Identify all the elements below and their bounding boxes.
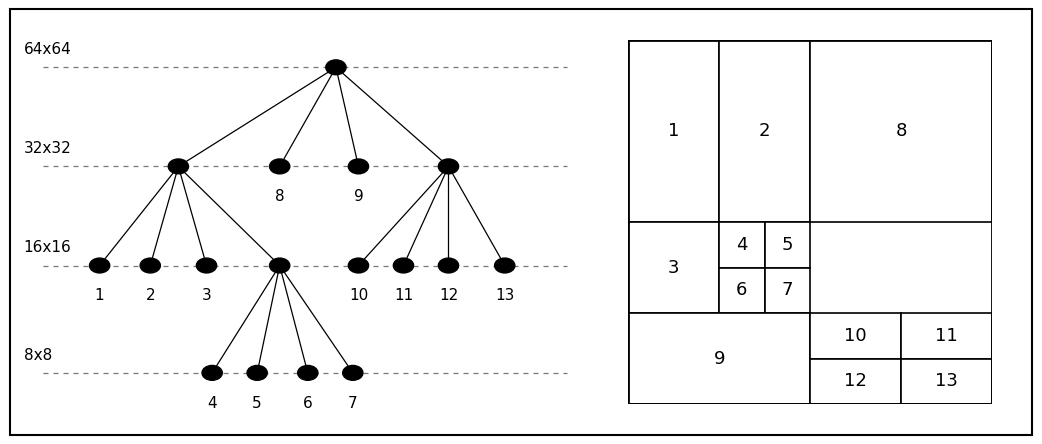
Text: 3: 3 (668, 258, 679, 277)
Text: 5: 5 (782, 236, 793, 254)
Text: 13: 13 (495, 288, 515, 303)
Text: 5: 5 (252, 396, 262, 411)
Text: 6: 6 (737, 281, 747, 299)
Text: 10: 10 (349, 288, 368, 303)
Bar (765, 222, 811, 267)
Text: 12: 12 (844, 372, 867, 390)
Text: 7: 7 (782, 281, 793, 299)
Text: 4: 4 (207, 396, 217, 411)
Bar (628, 313, 811, 404)
Text: 6: 6 (303, 396, 313, 411)
Circle shape (247, 365, 268, 381)
Circle shape (270, 159, 290, 174)
Text: 7: 7 (348, 396, 357, 411)
Text: 4: 4 (736, 236, 748, 254)
Text: 2: 2 (146, 288, 155, 303)
Text: 12: 12 (439, 288, 458, 303)
Text: 16x16: 16x16 (24, 240, 72, 255)
Circle shape (393, 258, 414, 273)
Circle shape (348, 258, 369, 273)
Text: 10: 10 (844, 327, 867, 345)
Circle shape (439, 159, 458, 174)
Text: 13: 13 (936, 372, 959, 390)
Text: 11: 11 (394, 288, 413, 303)
Circle shape (202, 365, 222, 381)
Circle shape (343, 365, 363, 381)
Circle shape (90, 258, 109, 273)
Text: 8: 8 (275, 189, 284, 204)
Text: 9: 9 (353, 189, 364, 204)
Bar (765, 267, 811, 313)
Text: 3: 3 (202, 288, 212, 303)
Bar (811, 40, 992, 222)
Text: 2: 2 (759, 122, 770, 140)
Text: 8x8: 8x8 (24, 348, 52, 363)
Bar (719, 222, 765, 267)
Text: 1: 1 (668, 122, 679, 140)
Circle shape (298, 365, 318, 381)
Bar (901, 359, 992, 404)
Bar (811, 359, 901, 404)
Bar (811, 313, 901, 359)
Circle shape (270, 258, 290, 273)
Text: 32x32: 32x32 (24, 141, 72, 156)
Circle shape (140, 258, 160, 273)
Bar (901, 313, 992, 359)
Text: 11: 11 (936, 327, 958, 345)
Text: 8: 8 (895, 122, 907, 140)
Bar (719, 267, 765, 313)
Bar (628, 40, 719, 222)
Circle shape (196, 258, 217, 273)
Text: 64x64: 64x64 (24, 42, 72, 57)
Text: 1: 1 (95, 288, 104, 303)
Text: 9: 9 (714, 349, 725, 368)
Bar (719, 40, 810, 222)
Circle shape (168, 159, 189, 174)
Circle shape (326, 60, 346, 75)
Bar (628, 222, 719, 313)
Circle shape (495, 258, 515, 273)
Circle shape (348, 159, 369, 174)
Circle shape (439, 258, 458, 273)
